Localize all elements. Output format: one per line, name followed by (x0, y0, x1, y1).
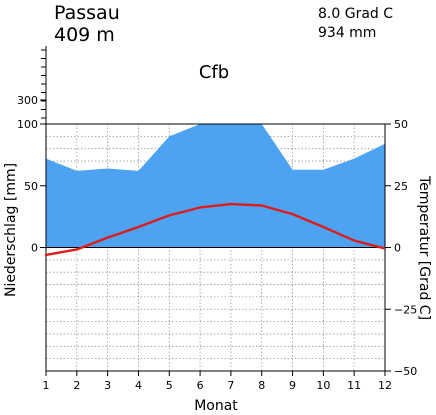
mean-temperature: 8.0 Grad C (318, 6, 393, 22)
station-elevation: 409 m (54, 24, 115, 46)
left-tick-label: 50 (24, 180, 38, 193)
temperature-line (44, 202, 386, 257)
left-axis-ticks: 0 50 100 300 (17, 94, 46, 255)
right-tick-label: −50 (394, 365, 417, 378)
x-tick-label: 2 (73, 379, 80, 392)
x-tick-label: 4 (135, 379, 142, 392)
x-tick-label: 1 (43, 379, 50, 392)
x-tick-label: 7 (227, 379, 234, 392)
annual-precipitation: 934 mm (318, 25, 376, 41)
left-tick-label: 100 (17, 118, 38, 131)
right-tick-label: 25 (394, 180, 408, 193)
x-tick-label: 12 (378, 379, 392, 392)
left-tick-label: 300 (17, 94, 38, 107)
climate-classification: Cfb (199, 62, 229, 83)
y-axis-label-left: Niederschlag [mm] (3, 163, 19, 297)
left-tick-label: 0 (31, 242, 38, 255)
x-tick-label: 3 (104, 379, 111, 392)
right-tick-label: 0 (394, 242, 401, 255)
x-tick-label: 8 (258, 379, 265, 392)
x-tick-label: 9 (289, 379, 296, 392)
x-axis-ticks: 1 2 3 4 5 6 7 8 9 10 11 12 (43, 371, 392, 392)
right-tick-label: 50 (394, 118, 408, 131)
x-tick-label: 5 (166, 379, 173, 392)
x-tick-label: 6 (197, 379, 204, 392)
right-tick-label: −25 (394, 303, 417, 316)
x-axis-label: Monat (194, 398, 238, 414)
x-tick-label: 10 (316, 379, 330, 392)
precipitation-area (46, 124, 385, 248)
station-name: Passau (54, 2, 120, 24)
y-axis-label-right: Temperatur [Grad C] (416, 175, 432, 320)
x-tick-label: 11 (347, 379, 361, 392)
right-axis-ticks: 50 25 0 −25 −50 (385, 118, 417, 378)
